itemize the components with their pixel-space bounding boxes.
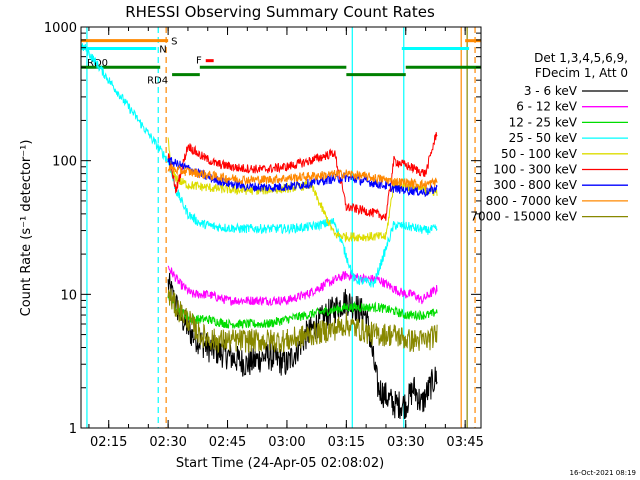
- x-tick-label-03-00: 03:00: [268, 435, 305, 450]
- legend: Det 1,3,4,5,6,9, FDecim 1, Att 0 3 - 6 k…: [470, 51, 628, 224]
- y-tick-label-1000: 1000: [44, 21, 77, 36]
- flag-label-f: F: [196, 56, 202, 67]
- x-axis-label: Start Time (24-Apr-05 02:08:02): [176, 456, 384, 471]
- legend-label-800-7000-kev: 800 - 7000 keV: [486, 194, 578, 208]
- x-tick-label-02-30: 02:30: [149, 435, 186, 450]
- legend-header-detectors: Det 1,3,4,5,6,9,: [534, 51, 628, 65]
- series-line-100-300-kev: [167, 132, 438, 221]
- y-tick-label-10: 10: [60, 288, 77, 303]
- plot-frame: [80, 26, 482, 429]
- x-tick-label-03-15: 03:15: [328, 435, 365, 450]
- vertical-markers: [86, 27, 476, 428]
- legend-header-decimation: FDecim 1, Att 0: [535, 66, 628, 80]
- flag-label-s: S: [171, 37, 177, 48]
- legend-label-7000-15000-kev: 7000 - 15000 keV: [470, 210, 577, 224]
- series-lines: [80, 43, 438, 420]
- x-tick-label-03-45: 03:45: [446, 435, 483, 450]
- generation-timestamp: 16-Oct-2021 08:19: [570, 469, 636, 477]
- legend-label-25-50-kev: 25 - 50 keV: [509, 131, 578, 145]
- series-line-7000-15000-kev: [167, 288, 438, 354]
- legend-label-50-100-kev: 50 - 100 keV: [501, 147, 578, 161]
- flag-label-n: N: [159, 45, 166, 56]
- series-line-50-100-kev: [167, 137, 438, 243]
- x-tick-label-02-45: 02:45: [209, 435, 246, 450]
- y-tick-label-1: 1: [69, 422, 77, 437]
- series-line-25-50-kev: [80, 43, 438, 288]
- y-axis-label: Count Rate (s⁻¹ detector⁻¹): [19, 140, 34, 317]
- legend-label-12-25-kev: 12 - 25 keV: [509, 115, 578, 129]
- y-axis: 1 10 100 1000: [44, 21, 481, 437]
- x-tick-label-02-15: 02:15: [90, 435, 127, 450]
- series-line-800-7000-kev: [167, 164, 438, 191]
- series-line-12-25-kev: [167, 293, 438, 329]
- chart-title: RHESSI Observing Summary Count Rates: [125, 3, 435, 21]
- x-tick-label-03-30: 03:30: [387, 435, 424, 450]
- y-tick-label-100: 100: [52, 155, 77, 170]
- flag-label-rd4: RD4: [147, 76, 168, 87]
- legend-label-6-12-kev: 6 - 12 keV: [516, 100, 578, 114]
- series-line-6-12-kev: [167, 265, 438, 307]
- legend-label-100-300-kev: 100 - 300 keV: [493, 163, 577, 177]
- legend-label-3-6-kev: 3 - 6 keV: [524, 84, 578, 98]
- legend-label-300-800-kev: 300 - 800 keV: [493, 178, 577, 192]
- x-axis: 02:15 02:30 02:45 03:00 03:15 03:30 03:45: [88, 27, 484, 450]
